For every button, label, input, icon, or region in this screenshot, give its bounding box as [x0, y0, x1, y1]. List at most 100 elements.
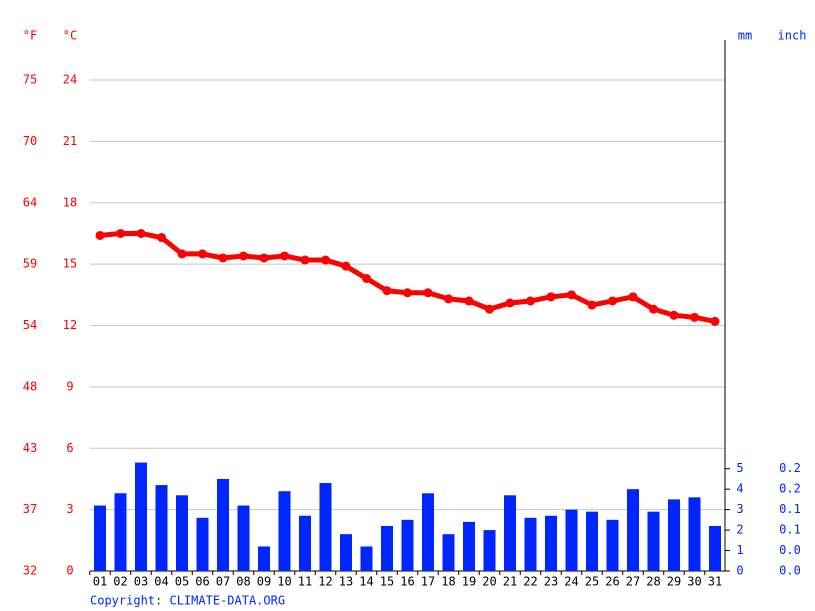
x-tick-label: 13	[339, 575, 353, 589]
y-alt-tick-label: 75	[23, 73, 37, 87]
axis-unit: mm	[738, 29, 752, 43]
y-alt-tick-label: 54	[23, 318, 37, 332]
precipitation-bar	[422, 493, 434, 571]
precipitation-bar	[442, 534, 455, 571]
precipitation-bar	[504, 495, 516, 571]
precipitation-bar	[258, 546, 270, 571]
copyright: Copyright: CLIMATE-DATA.ORG	[90, 594, 285, 608]
x-tick-label: 20	[482, 575, 496, 589]
precipitation-bar	[299, 515, 311, 571]
precipitation-bar	[196, 517, 209, 571]
temperature-point	[280, 251, 289, 261]
x-tick-label: 10	[277, 575, 291, 589]
y-tick-label: 12	[63, 318, 77, 332]
temperature-point	[485, 304, 494, 314]
y-tick-label: 24	[63, 73, 77, 87]
temperature-point	[259, 253, 269, 263]
precipitation-bar	[278, 491, 291, 571]
axis-unit: °C	[63, 29, 77, 43]
precipitation-bar	[483, 530, 496, 571]
y-alt-tick-label: 32	[23, 564, 37, 578]
temperature-point	[300, 255, 310, 265]
x-tick-label: 15	[380, 575, 394, 589]
temperature-point	[116, 228, 125, 238]
temperature-point	[136, 228, 146, 238]
precipitation-bar	[545, 515, 557, 571]
x-tick-label: 23	[544, 575, 558, 589]
temperature-point	[95, 230, 105, 240]
temperature-point	[649, 304, 658, 314]
x-tick-label: 19	[462, 575, 476, 589]
y-tick-label: 18	[63, 195, 77, 209]
temperature-point	[198, 249, 207, 259]
y2-alt-tick-label: 0.2	[779, 461, 801, 475]
y-alt-tick-label: 48	[23, 379, 37, 393]
x-tick-label: 01	[93, 575, 107, 589]
x-tick-label: 07	[216, 575, 230, 589]
x-tick-label: 28	[646, 575, 660, 589]
temperature-point	[341, 261, 351, 271]
y-alt-tick-label: 43	[23, 441, 37, 455]
temperature-point	[177, 249, 187, 259]
x-tick-label: 09	[257, 575, 271, 589]
x-tick-label: 06	[195, 575, 209, 589]
y-alt-tick-label: 37	[23, 502, 37, 516]
y-tick-label: 6	[66, 441, 73, 455]
y-alt-tick-label: 64	[23, 195, 37, 209]
temperature-point	[321, 255, 330, 265]
temperature-point	[382, 286, 392, 296]
y2-tick-label: 2	[736, 523, 743, 537]
temperature-point	[567, 290, 576, 300]
x-tick-label: 21	[503, 575, 517, 589]
y2-tick-label: 5	[736, 461, 743, 475]
y2-alt-tick-label: 0.0	[779, 564, 801, 578]
y2-tick-label: 1	[736, 543, 743, 557]
x-tick-label: 18	[441, 575, 455, 589]
x-tick-label: 30	[687, 575, 701, 589]
temperature-point	[444, 294, 453, 304]
x-tick-label: 25	[585, 575, 599, 589]
x-tick-label: 03	[134, 575, 148, 589]
temperature-point	[690, 312, 699, 322]
x-tick-label: 11	[298, 575, 312, 589]
precipitation-bar	[237, 505, 250, 571]
temperature-point	[608, 296, 617, 306]
x-tick-label: 14	[359, 575, 373, 589]
precipitation-bar	[155, 485, 168, 571]
temperature-point	[587, 300, 597, 310]
precipitation-bar	[668, 499, 680, 571]
temperature-point	[218, 253, 228, 263]
precipitation-bar	[627, 489, 639, 571]
x-tick-label: 12	[318, 575, 332, 589]
x-tick-label: 24	[564, 575, 578, 589]
temperature-point	[464, 296, 474, 306]
x-tick-label: 29	[667, 575, 681, 589]
precipitation-bar	[606, 519, 619, 571]
precipitation-bar	[586, 511, 598, 571]
y2-tick-label: 4	[736, 482, 743, 496]
temperature-point	[526, 296, 535, 306]
precipitation-bar	[463, 521, 475, 571]
precipitation-bar	[401, 519, 414, 571]
y-alt-tick-label: 70	[23, 134, 37, 148]
x-tick-label: 27	[626, 575, 640, 589]
temperature-point	[362, 273, 371, 283]
temperature-point	[423, 288, 433, 298]
precipitation-bar	[340, 534, 352, 571]
x-tick-label: 31	[708, 575, 722, 589]
precipitation-bar	[94, 505, 106, 571]
axis-unit: inch	[778, 29, 807, 43]
temperature-point	[546, 292, 556, 302]
x-tick-label: 17	[421, 575, 435, 589]
precipitation-bar	[709, 525, 721, 571]
x-tick-label: 05	[175, 575, 189, 589]
temperature-point	[710, 316, 720, 326]
temperature-point	[157, 233, 166, 243]
x-tick-label: 04	[154, 575, 168, 589]
precipitation-bar	[217, 478, 229, 571]
y-tick-label: 9	[66, 379, 73, 393]
temperature-line	[99, 230, 716, 324]
precipitation-bar	[647, 511, 660, 571]
y-tick-label: 3	[66, 502, 73, 516]
